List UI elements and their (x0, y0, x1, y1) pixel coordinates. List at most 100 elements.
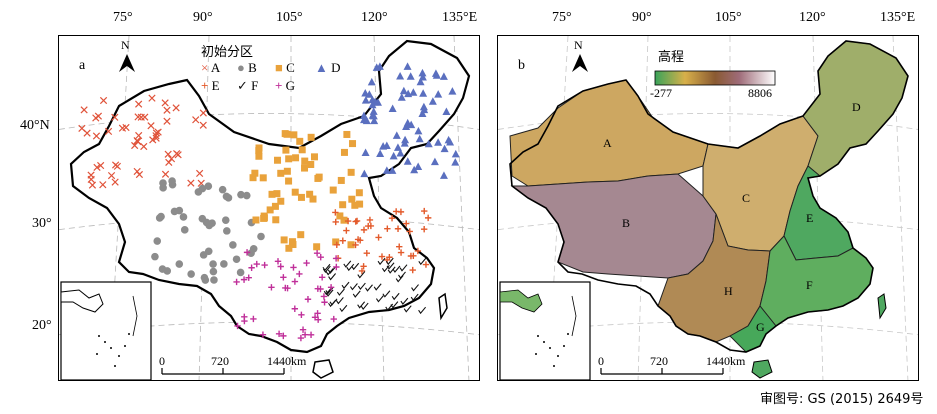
plus-marker (375, 234, 382, 241)
check-marker (400, 297, 409, 306)
plus-marker (240, 276, 248, 283)
cross-marker (104, 127, 113, 136)
cross-marker (78, 124, 86, 133)
north-arrow-icon (572, 54, 588, 72)
legend-item-g: + G (275, 78, 295, 94)
cross-marker (137, 113, 145, 121)
legend-item-b: ● B (237, 60, 257, 76)
triangle-marker (419, 89, 428, 97)
lon-label: 135°E (880, 10, 916, 25)
square-marker (307, 133, 315, 141)
legend-symbol: ✓ (237, 78, 248, 93)
triangle-marker (451, 149, 460, 158)
check-marker (329, 298, 338, 306)
lon-label: 90° (632, 10, 652, 25)
check-marker (395, 275, 404, 283)
plus-marker (360, 226, 368, 234)
plus-marker (304, 296, 312, 303)
cross-marker (161, 99, 169, 107)
circle-marker (168, 177, 176, 185)
cross-marker (111, 161, 120, 169)
plus-marker (352, 241, 359, 249)
map-a-svg (59, 36, 479, 380)
plus-marker (343, 227, 350, 234)
circle-marker (159, 184, 167, 192)
triangle-marker (440, 144, 449, 153)
plus-marker (250, 315, 257, 323)
plus-marker (332, 218, 339, 226)
triangle-marker (382, 141, 391, 149)
circle-marker (163, 267, 172, 275)
triangle-marker (418, 68, 427, 77)
region-symbols (78, 62, 460, 342)
plus-marker (277, 263, 284, 270)
check-marker (392, 265, 401, 273)
plus-marker (299, 326, 307, 333)
china-outline (509, 40, 909, 353)
taiwan-outline (438, 292, 448, 321)
cross-marker (163, 106, 171, 114)
map-panel-b: b N 高程 -277 8806 A B C D E F G H 0 720 1… (497, 35, 919, 381)
plus-marker (397, 208, 405, 216)
triangle-marker (402, 122, 411, 130)
cross-marker (147, 122, 155, 130)
check-marker (385, 303, 394, 311)
lon-label: 90° (193, 10, 213, 25)
circle-marker (179, 213, 188, 221)
legend-symbol: ▲ (315, 60, 328, 75)
elevation-title: 高程 (658, 50, 685, 65)
square-marker (309, 195, 317, 203)
region-label-d: D (852, 100, 861, 114)
legend-symbol: ● (237, 60, 245, 75)
north-label: N (121, 38, 130, 52)
plus-marker (406, 228, 413, 235)
triangle-marker (370, 98, 379, 106)
panel-letter: a (79, 58, 86, 73)
legend-label: A (210, 60, 221, 75)
triangle-marker (369, 107, 378, 115)
circle-marker (180, 226, 189, 234)
square-marker (356, 200, 364, 208)
plus-marker (321, 299, 328, 306)
check-marker (386, 262, 395, 270)
plus-marker (339, 237, 346, 244)
circle-marker (204, 247, 213, 256)
square-marker (307, 160, 315, 168)
cross-marker (97, 161, 105, 170)
check-marker (349, 283, 358, 291)
plus-marker (397, 249, 405, 256)
legend-item-d: ▲ D (315, 60, 341, 76)
region-label-a: A (603, 136, 612, 150)
square-marker (285, 155, 293, 163)
plus-marker (241, 317, 248, 325)
lon-label: 120° (361, 10, 388, 25)
check-marker (351, 262, 360, 271)
plus-marker (366, 216, 374, 224)
square-marker (277, 197, 285, 205)
plus-marker (307, 331, 315, 339)
triangle-marker (406, 72, 415, 80)
circle-marker (242, 191, 251, 200)
square-marker (351, 201, 359, 209)
triangle-marker (432, 71, 441, 79)
square-marker (340, 216, 348, 224)
south-sea-inset (499, 281, 591, 380)
cross-marker (118, 124, 127, 132)
plus-marker (303, 259, 310, 267)
check-marker (325, 268, 334, 276)
check-marker (328, 273, 337, 281)
legend-symbol: + (275, 78, 283, 93)
plus-marker (396, 243, 403, 250)
circle-marker (187, 270, 195, 278)
cross-marker (94, 112, 103, 120)
triangle-marker (446, 137, 455, 146)
plus-marker (332, 255, 340, 262)
check-marker (360, 302, 369, 310)
scale-label-720: 720 (211, 354, 229, 368)
plus-marker (274, 258, 282, 265)
square-marker (252, 216, 260, 224)
triangle-marker (389, 151, 398, 160)
region-label-f: F (806, 278, 813, 292)
cross-marker (167, 155, 176, 163)
triangle-marker (439, 171, 448, 179)
